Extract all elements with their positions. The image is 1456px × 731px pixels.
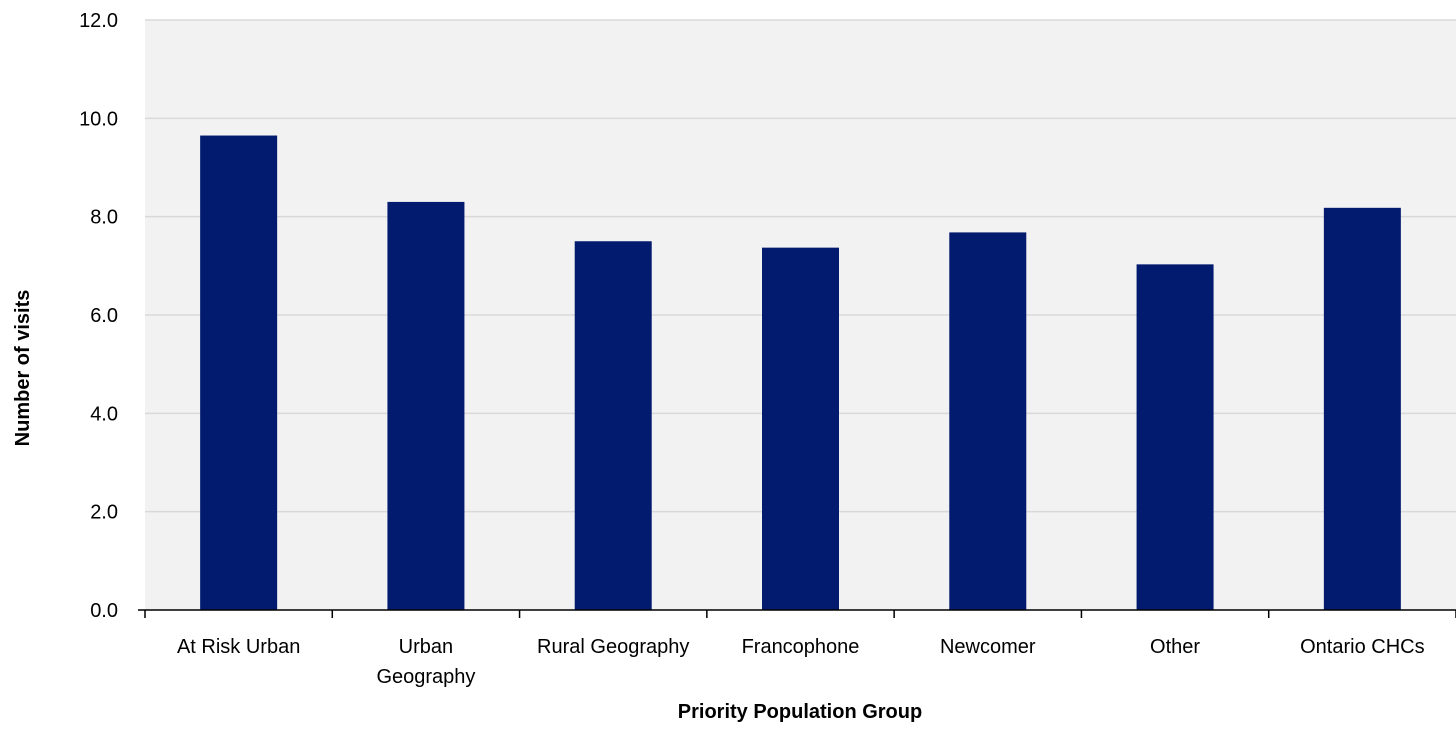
y-axis-title: Number of visits [12,290,34,447]
axes [138,609,1456,618]
y-tick-label: 12.0 [79,10,118,32]
bar [574,241,652,610]
bar [387,201,465,610]
y-tick-label: 2.0 [90,502,118,524]
x-tick-label: At Risk Urban [177,636,300,658]
y-tick-labels: 0.0 2.0 4.0 6.0 8.0 10.0 12.0 [79,10,118,622]
x-tick-label: Geography [376,666,475,688]
x-tick-label: Francophone [742,636,860,658]
x-tick-label: Other [1150,636,1200,658]
bar [1323,207,1401,611]
bar [200,135,278,610]
x-tick-label: Ontario CHCs [1300,636,1424,658]
bars [200,135,1401,611]
x-category-labels: At Risk Urban Urban Geography Rural Geograp… [177,636,1425,688]
bar [1136,264,1214,610]
y-tick-label: 10.0 [79,108,118,130]
x-tick-label: Rural Geography [537,636,689,658]
x-tick-label: Urban [399,636,453,658]
y-tick-label: 4.0 [90,403,118,425]
y-tick-label: 0.0 [90,600,118,622]
x-tick-label: Newcomer [940,636,1036,658]
y-tick-label: 8.0 [90,207,118,229]
y-tick-label: 6.0 [90,305,118,327]
bar [949,232,1027,610]
bar [762,247,839,610]
x-axis-title: Priority Population Group [678,701,922,723]
